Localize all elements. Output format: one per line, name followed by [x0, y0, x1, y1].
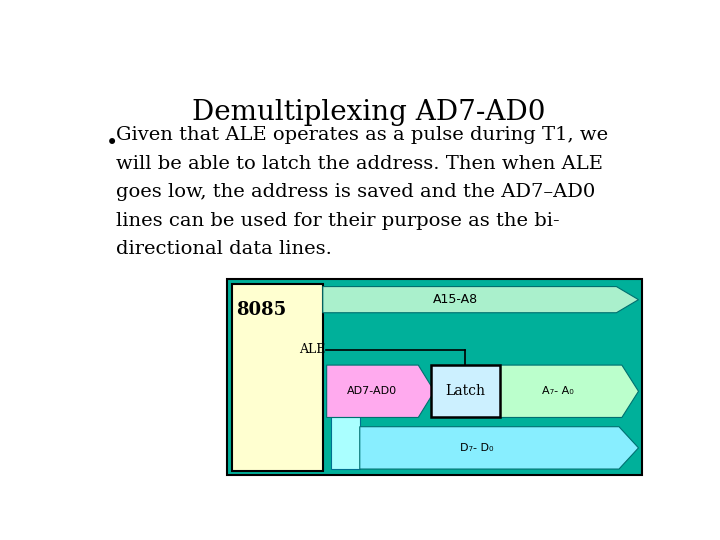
- Text: Latch: Latch: [445, 384, 485, 399]
- Bar: [232, 284, 323, 471]
- Text: lines can be used for their purpose as the bi-: lines can be used for their purpose as t…: [117, 212, 560, 230]
- Text: A15-A8: A15-A8: [433, 293, 478, 306]
- Polygon shape: [327, 365, 434, 417]
- Text: AD7-AD0: AD7-AD0: [347, 386, 397, 396]
- Bar: [431, 365, 500, 417]
- Text: will be able to latch the address. Then when ALE: will be able to latch the address. Then …: [117, 155, 603, 173]
- Text: 8085: 8085: [237, 301, 287, 319]
- Polygon shape: [323, 287, 639, 313]
- Text: Given that ALE operates as a pulse during T1, we: Given that ALE operates as a pulse durin…: [117, 126, 608, 144]
- Text: A₇- A₀: A₇- A₀: [542, 386, 574, 396]
- Bar: [227, 279, 642, 475]
- Text: D₇- D₀: D₇- D₀: [460, 443, 494, 453]
- Text: •: •: [106, 132, 118, 153]
- Bar: [330, 417, 360, 469]
- Polygon shape: [500, 365, 639, 417]
- Text: directional data lines.: directional data lines.: [117, 240, 333, 258]
- Text: ALE: ALE: [299, 343, 325, 356]
- Text: Demultiplexing AD7-AD0: Demultiplexing AD7-AD0: [192, 99, 546, 126]
- Text: goes low, the address is saved and the AD7–AD0: goes low, the address is saved and the A…: [117, 184, 595, 201]
- Polygon shape: [360, 427, 639, 469]
